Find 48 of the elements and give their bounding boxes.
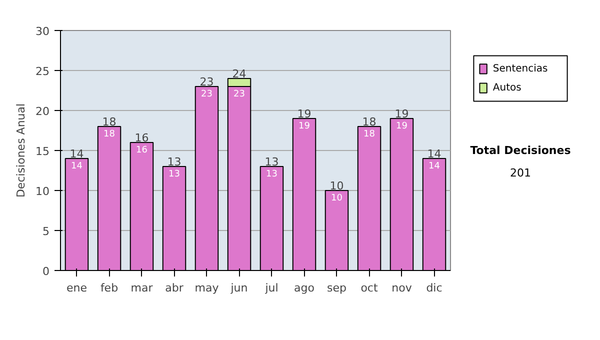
legend-label: Autos	[492, 82, 522, 94]
x-tick-label: ene	[66, 282, 88, 294]
data-label: 18	[364, 130, 376, 140]
data-label: 19	[298, 122, 310, 132]
x-tick-label: jul	[264, 282, 278, 294]
x-tick-label: may	[194, 282, 220, 294]
y-tick-label: 5	[42, 225, 50, 238]
total-label: 14	[70, 148, 84, 160]
total-label: 18	[362, 116, 376, 128]
total-label: 19	[394, 108, 409, 120]
legend-label: Sentencias	[492, 63, 548, 74]
x-tick-label: jun	[230, 282, 248, 294]
total-label: 13	[167, 156, 182, 168]
data-label: 18	[104, 130, 116, 140]
x-tick-label: oct	[360, 282, 378, 294]
data-label: 23	[234, 90, 245, 100]
total-label: 10	[330, 180, 344, 192]
data-label: 13	[168, 170, 180, 180]
total-label: 16	[134, 132, 149, 144]
y-axis-title: Decisiones Anual	[14, 103, 28, 198]
y-tick-label: 20	[36, 105, 50, 118]
total-label: 23	[200, 76, 214, 88]
x-tick-label: sep	[327, 282, 347, 294]
text: Total Decisiones	[470, 144, 572, 157]
x-tick-label: dic	[426, 282, 442, 294]
data-label: 14	[71, 162, 83, 172]
y-tick-label: 30	[36, 25, 50, 38]
y-tick-label: 25	[36, 65, 50, 78]
data-label: 19	[396, 122, 408, 132]
text: 201	[510, 166, 531, 180]
y-tick-label: 15	[36, 145, 50, 158]
total-label: 18	[102, 116, 116, 128]
x-tick-label: feb	[100, 282, 118, 294]
total-label: 13	[264, 156, 279, 168]
data-label: 14	[428, 162, 440, 172]
y-tick-label: 0	[42, 265, 50, 278]
x-tick-label: nov	[392, 282, 412, 294]
data-label: 16	[136, 146, 148, 156]
data-label: 23	[201, 90, 212, 100]
x-tick-label: abr	[165, 282, 184, 294]
total-label: 19	[297, 108, 312, 120]
data-label: 10	[331, 194, 343, 204]
x-tick-label: ago	[294, 282, 315, 294]
total-label: 14	[427, 148, 442, 160]
total-label: 24	[232, 68, 246, 80]
data-label: 13	[266, 170, 278, 180]
x-tick-label: mar	[130, 282, 154, 294]
y-tick-label: 10	[36, 185, 50, 198]
